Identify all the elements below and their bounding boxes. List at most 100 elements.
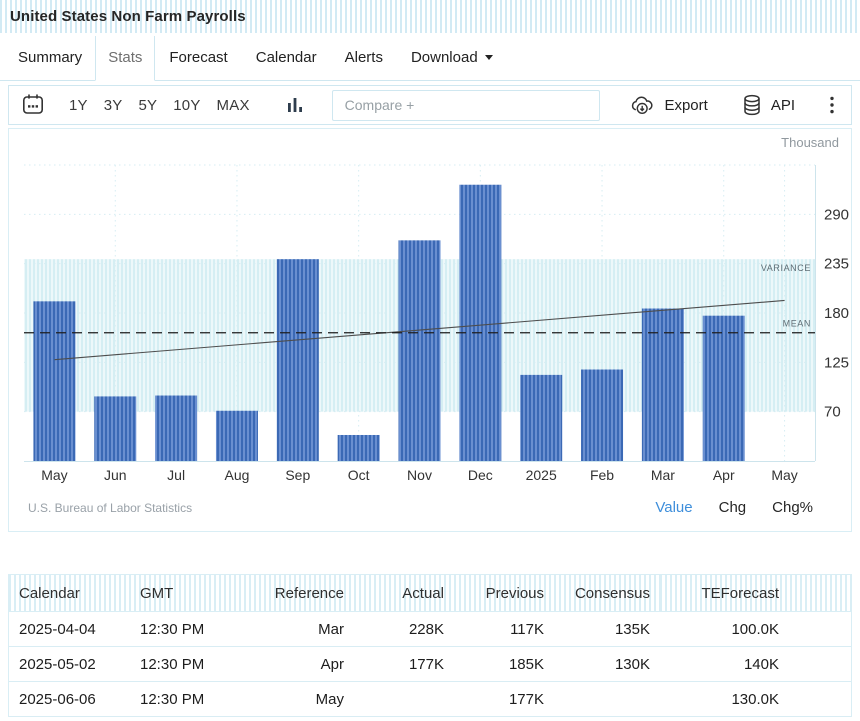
chart-panel: Thousand VARIANCEMEAN70125180235290MayJu… <box>8 128 852 532</box>
chart-type-button[interactable] <box>286 95 304 115</box>
tab-alerts[interactable]: Alerts <box>331 36 397 80</box>
tab-label: Calendar <box>256 49 317 66</box>
tab-stats[interactable]: Stats <box>95 36 155 81</box>
toolbar-right-group: Export API <box>629 94 835 116</box>
display-mode-switcher: Value Chg Chg% <box>655 499 813 516</box>
table-header-row: CalendarGMTReferenceActualPreviousConsen… <box>9 575 851 612</box>
page: United States Non Farm Payrolls SummaryS… <box>0 0 860 717</box>
cell: 130K <box>554 647 660 682</box>
tab-label: Stats <box>108 49 142 66</box>
bar-Jun[interactable] <box>94 396 136 461</box>
range-5y-button[interactable]: 5Y <box>139 97 158 114</box>
cell: May <box>259 682 354 717</box>
x-tick-label-Oct: Oct <box>348 467 370 483</box>
compare-input[interactable] <box>332 90 600 121</box>
tab-bar: Summary Stats Forecast Calendar Alerts Downlo… <box>0 36 860 81</box>
bar-chart-icon <box>286 95 304 115</box>
database-icon <box>742 94 762 116</box>
bar-Oct[interactable] <box>338 435 380 461</box>
axis-unit-label: Thousand <box>781 135 839 150</box>
bar-Jul[interactable] <box>155 396 197 461</box>
column-header-actual: Actual <box>354 575 454 612</box>
chevron-down-icon <box>485 55 493 60</box>
chart-footer: U.S. Bureau of Labor Statistics Value Chg… <box>9 489 851 516</box>
export-button[interactable]: Export <box>629 95 707 116</box>
range-3y-button[interactable]: 3Y <box>104 97 123 114</box>
x-tick-label-Dec: Dec <box>468 467 493 483</box>
range-max-button[interactable]: MAX <box>217 97 250 114</box>
table-row[interactable]: 2025-05-0212:30 PMApr177K185K130K140K <box>9 647 851 682</box>
page-title: United States Non Farm Payrolls <box>10 8 246 25</box>
x-tick-label-Nov: Nov <box>407 467 432 483</box>
bar-Apr[interactable] <box>703 316 745 461</box>
x-tick-label-Apr: Apr <box>713 467 735 483</box>
cell <box>554 682 660 717</box>
range-10y-button[interactable]: 10Y <box>173 97 200 114</box>
variance-label: VARIANCE <box>761 263 811 273</box>
tab-label: Summary <box>18 49 82 66</box>
column-header-reference: Reference <box>259 575 354 612</box>
cell: 12:30 PM <box>139 612 259 647</box>
payrolls-bar-chart[interactable]: VARIANCEMEAN70125180235290MayJunJulAugSe… <box>9 137 851 489</box>
y-tick-label: 70 <box>824 404 841 421</box>
bar-Feb[interactable] <box>581 370 623 461</box>
cell: 135K <box>554 612 660 647</box>
cell: 2025-06-06 <box>9 682 139 717</box>
api-label: API <box>771 97 795 114</box>
source-attribution: U.S. Bureau of Labor Statistics <box>28 501 192 515</box>
title-bar: United States Non Farm Payrolls <box>0 0 860 33</box>
column-header-calendar: Calendar <box>9 575 139 612</box>
range-selector: 1Y 3Y 5Y 10Y MAX <box>69 97 250 114</box>
more-options-button[interactable] <box>829 95 835 115</box>
tab-label: Alerts <box>345 49 383 66</box>
column-header-gmt: GMT <box>139 575 259 612</box>
x-tick-label-2025: 2025 <box>526 467 557 483</box>
export-label: Export <box>664 97 707 114</box>
tab-label: Forecast <box>169 49 227 66</box>
tab-calendar[interactable]: Calendar <box>242 36 331 80</box>
bar-May[interactable] <box>33 301 75 461</box>
cell: 12:30 PM <box>139 647 259 682</box>
tab-download[interactable]: Download <box>397 36 507 80</box>
bar-Aug[interactable] <box>216 411 258 461</box>
calendar-icon <box>21 93 45 117</box>
cell: Mar <box>259 612 354 647</box>
chart-toolbar: 1Y 3Y 5Y 10Y MAX Export <box>8 85 852 125</box>
date-range-picker-button[interactable] <box>21 93 45 117</box>
cloud-download-icon <box>629 95 655 116</box>
bar-Sep[interactable] <box>277 259 319 461</box>
x-tick-label-Feb: Feb <box>590 467 614 483</box>
cell: 228K <box>354 612 454 647</box>
cell: 177K <box>354 647 454 682</box>
cell: 2025-04-04 <box>9 612 139 647</box>
table-row[interactable]: 2025-06-0612:30 PMMay177K130.0K <box>9 682 851 717</box>
mean-label: MEAN <box>783 319 811 329</box>
compare-box <box>332 90 600 121</box>
cell: 177K <box>454 682 554 717</box>
range-1y-button[interactable]: 1Y <box>69 97 88 114</box>
x-tick-label-Aug: Aug <box>225 467 250 483</box>
calendar-table: CalendarGMTReferenceActualPreviousConsen… <box>9 574 851 717</box>
cell: 2025-05-02 <box>9 647 139 682</box>
bar-Mar[interactable] <box>642 309 684 461</box>
tab-label: Download <box>411 49 478 66</box>
tab-summary[interactable]: Summary <box>0 36 95 80</box>
cell: Apr <box>259 647 354 682</box>
tab-forecast[interactable]: Forecast <box>155 36 241 80</box>
table-row[interactable]: 2025-04-0412:30 PMMar228K117K135K100.0K <box>9 612 851 647</box>
display-mode-chg[interactable]: Chg <box>719 499 747 516</box>
calendar-table-panel: CalendarGMTReferenceActualPreviousConsen… <box>8 574 852 717</box>
api-button[interactable]: API <box>742 94 795 116</box>
cell: 117K <box>454 612 554 647</box>
bar-Nov[interactable] <box>399 240 441 461</box>
display-mode-chgpct[interactable]: Chg% <box>772 499 813 516</box>
kebab-menu-icon <box>829 95 835 115</box>
x-tick-label-Jul: Jul <box>167 467 185 483</box>
bar-Dec[interactable] <box>459 185 501 461</box>
x-tick-label-May: May <box>771 467 797 483</box>
display-mode-value[interactable]: Value <box>655 499 692 516</box>
cell <box>354 682 454 717</box>
bar-2025[interactable] <box>520 375 562 461</box>
y-tick-label: 235 <box>824 256 849 273</box>
y-tick-label: 125 <box>824 354 849 371</box>
